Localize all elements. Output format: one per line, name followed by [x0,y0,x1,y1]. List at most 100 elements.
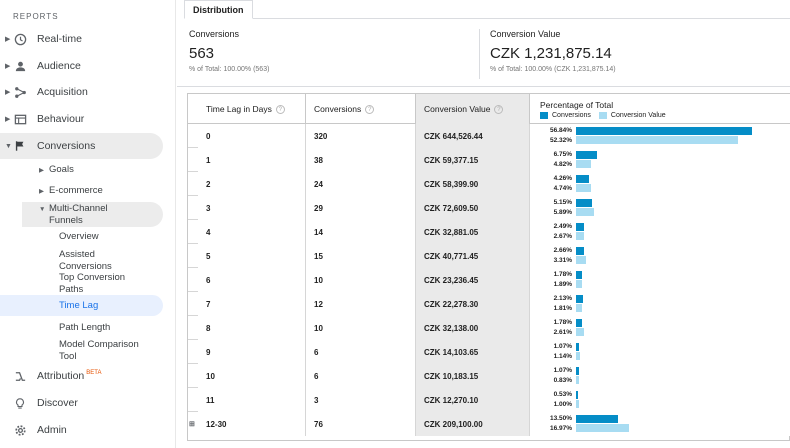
sidebar-item-acquisition[interactable]: ▶ Acquisition [0,79,176,105]
table-row[interactable]: 0 320 CZK 644,526.44 56.84% 52.32% [188,124,790,148]
pct-value: 2.67% [553,233,572,240]
table-row[interactable]: 2 24 CZK 58,399.90 4.26% 4.74% [188,172,790,196]
cell-conversions: 14 [306,220,416,244]
summary-value: CZK 1,231,875.14 [490,45,612,62]
cell-conversions: 10 [306,268,416,292]
sidebar-item-goals[interactable]: ▶ Goals [39,164,159,176]
sidebar-item-model-comparison-tool[interactable]: Model Comparison Tool [59,339,144,362]
sidebar-item-audience[interactable]: ▶ Audience [0,53,176,79]
sidebar-item-path-length[interactable]: Path Length [59,322,159,334]
sidebar-item-label: Path Length [59,322,111,333]
pct-value: 1.81% [553,305,572,312]
cell-percentage: 5.15% 5.89% [530,196,790,220]
pct-value: 16.97% [549,425,572,432]
cell-conversion-value: CZK 40,771.45 [416,244,530,268]
sidebar-item-time-lag[interactable]: Time Lag [59,300,159,312]
summary-conversions[interactable]: Conversions 563 % of Total: 100.00% (563… [189,19,469,87]
help-icon[interactable]: ? [365,104,375,114]
legend-label-conversions: Conversions [552,111,591,119]
cell-percentage: 2.13% 1.81% [530,292,790,316]
row-expand-cell [188,220,198,244]
cell-conversion-value: CZK 644,526.44 [416,124,530,148]
pct-conversions: 2.66% [553,247,572,254]
column-header-label: Percentage of Total [540,99,614,110]
cell-lag: 4 [198,220,306,244]
column-header-percentage: Percentage of Total Conversions Conversi… [530,94,790,124]
row-expand-cell [188,172,198,196]
beta-badge: BETA [86,370,102,376]
sidebar-item-conversions[interactable]: ▼ Conversions [0,133,163,159]
pct-value: 52.32% [549,137,572,144]
cell-lag: 10 [198,364,306,388]
sidebar-item-ecommerce[interactable]: ▶ E-commerce [39,185,159,197]
cell-conversions: 320 [306,124,416,148]
bar-conversion-value [576,328,585,336]
table-row[interactable]: 6 10 CZK 23,236.45 1.78% 1.89% [188,268,790,292]
table-row[interactable]: 5 15 CZK 40,771.45 2.66% 3.31% [188,244,790,268]
sidebar-item-attribution[interactable]: Attribution BETA [0,363,176,389]
row-expand-cell [188,244,198,268]
flag-icon [13,139,27,153]
pct-value: 4.74% [553,185,572,192]
table-row[interactable]: 9 6 CZK 14,103.65 1.07% 1.14% [188,340,790,364]
sidebar-item-top-conversion-paths[interactable]: Top Conversion Paths [59,272,139,295]
gear-icon [13,423,27,437]
column-header-conversions[interactable]: Conversions? [306,94,416,124]
bar-conversions [576,391,578,399]
table-row[interactable]: 4 14 CZK 32,881.05 2.49% 2.67% [188,220,790,244]
table-row[interactable]: 7 12 CZK 22,278.30 2.13% 1.81% [188,292,790,316]
cell-percentage: 1.78% 1.89% [530,268,790,292]
row-expand-cell[interactable]: ⊞ [188,412,198,436]
behaviour-icon [13,112,27,126]
legend: Conversions Conversion Value [540,111,666,119]
tab-bar: Distribution [184,0,790,19]
column-header-value[interactable]: Conversion Value? [416,94,530,124]
table-row[interactable]: 1 38 CZK 59,377.15 6.75% 4.82% [188,148,790,172]
column-header-lag[interactable]: Time Lag in Days? [188,94,306,124]
bar-conversion-value [576,280,582,288]
sidebar-item-admin[interactable]: Admin [0,417,176,443]
table-row[interactable]: ⊞ 12-30 76 CZK 209,100.00 13.50% 16.97% [188,412,790,436]
person-icon [13,59,27,73]
sidebar-item-label: Model Comparison Tool [59,339,139,362]
expand-arrow-icon: ▶ [39,188,44,195]
bar-conversions [576,367,580,375]
pct-conversions: 4.26% [553,175,572,182]
table-row[interactable]: 3 29 CZK 72,609.50 5.15% 5.89% [188,196,790,220]
bar-conversions [576,199,592,207]
help-icon[interactable]: ? [494,104,504,114]
cell-lag: 12-30 [198,412,306,436]
sidebar-item-discover[interactable]: Discover [0,390,176,416]
sidebar-item-behaviour[interactable]: ▶ Behaviour [0,106,176,132]
cell-lag: 7 [198,292,306,316]
cell-lag: 5 [198,244,306,268]
legend-label-value: Conversion Value [610,111,666,119]
bar-conversion-value [576,424,629,432]
sidebar-item-label: Acquisition [37,86,88,98]
table-row[interactable]: 8 10 CZK 32,138.00 1.78% 2.61% [188,316,790,340]
sidebar-item-multi-channel-funnels[interactable]: ▼ Multi-Channel Funnels [39,203,129,226]
sidebar-item-label: Overview [59,231,99,242]
pct-conversions: 56.84% [549,127,572,134]
cell-conversions: 3 [306,388,416,412]
table-row[interactable]: 11 3 CZK 12,270.10 0.53% 1.00% [188,388,790,412]
bar-conversions [576,247,585,255]
cell-conversions: 76 [306,412,416,436]
cell-percentage: 13.50% 16.97% [530,412,790,436]
cell-percentage: 1.78% 2.61% [530,316,790,340]
bar-conversions [576,343,580,351]
bar-conversions [576,319,582,327]
tab-distribution[interactable]: Distribution [184,0,253,19]
sidebar-item-overview[interactable]: Overview [59,231,159,243]
cell-conversions: 24 [306,172,416,196]
expand-plus-icon[interactable]: ⊞ [189,421,195,428]
column-header-label: Time Lag in Days [206,104,272,114]
help-icon[interactable]: ? [275,104,285,114]
bar-conversion-value [576,160,591,168]
table-row[interactable]: 10 6 CZK 10,183.15 1.07% 0.83% [188,364,790,388]
summary-conversion-value[interactable]: Conversion Value CZK 1,231,875.14 % of T… [490,19,780,87]
sidebar-item-assisted-conversions[interactable]: Assisted Conversions [59,249,129,272]
sidebar-item-realtime[interactable]: ▶ Real-time [0,26,176,52]
row-expand-cell [188,124,198,148]
legend-swatch-conversions [540,111,548,119]
